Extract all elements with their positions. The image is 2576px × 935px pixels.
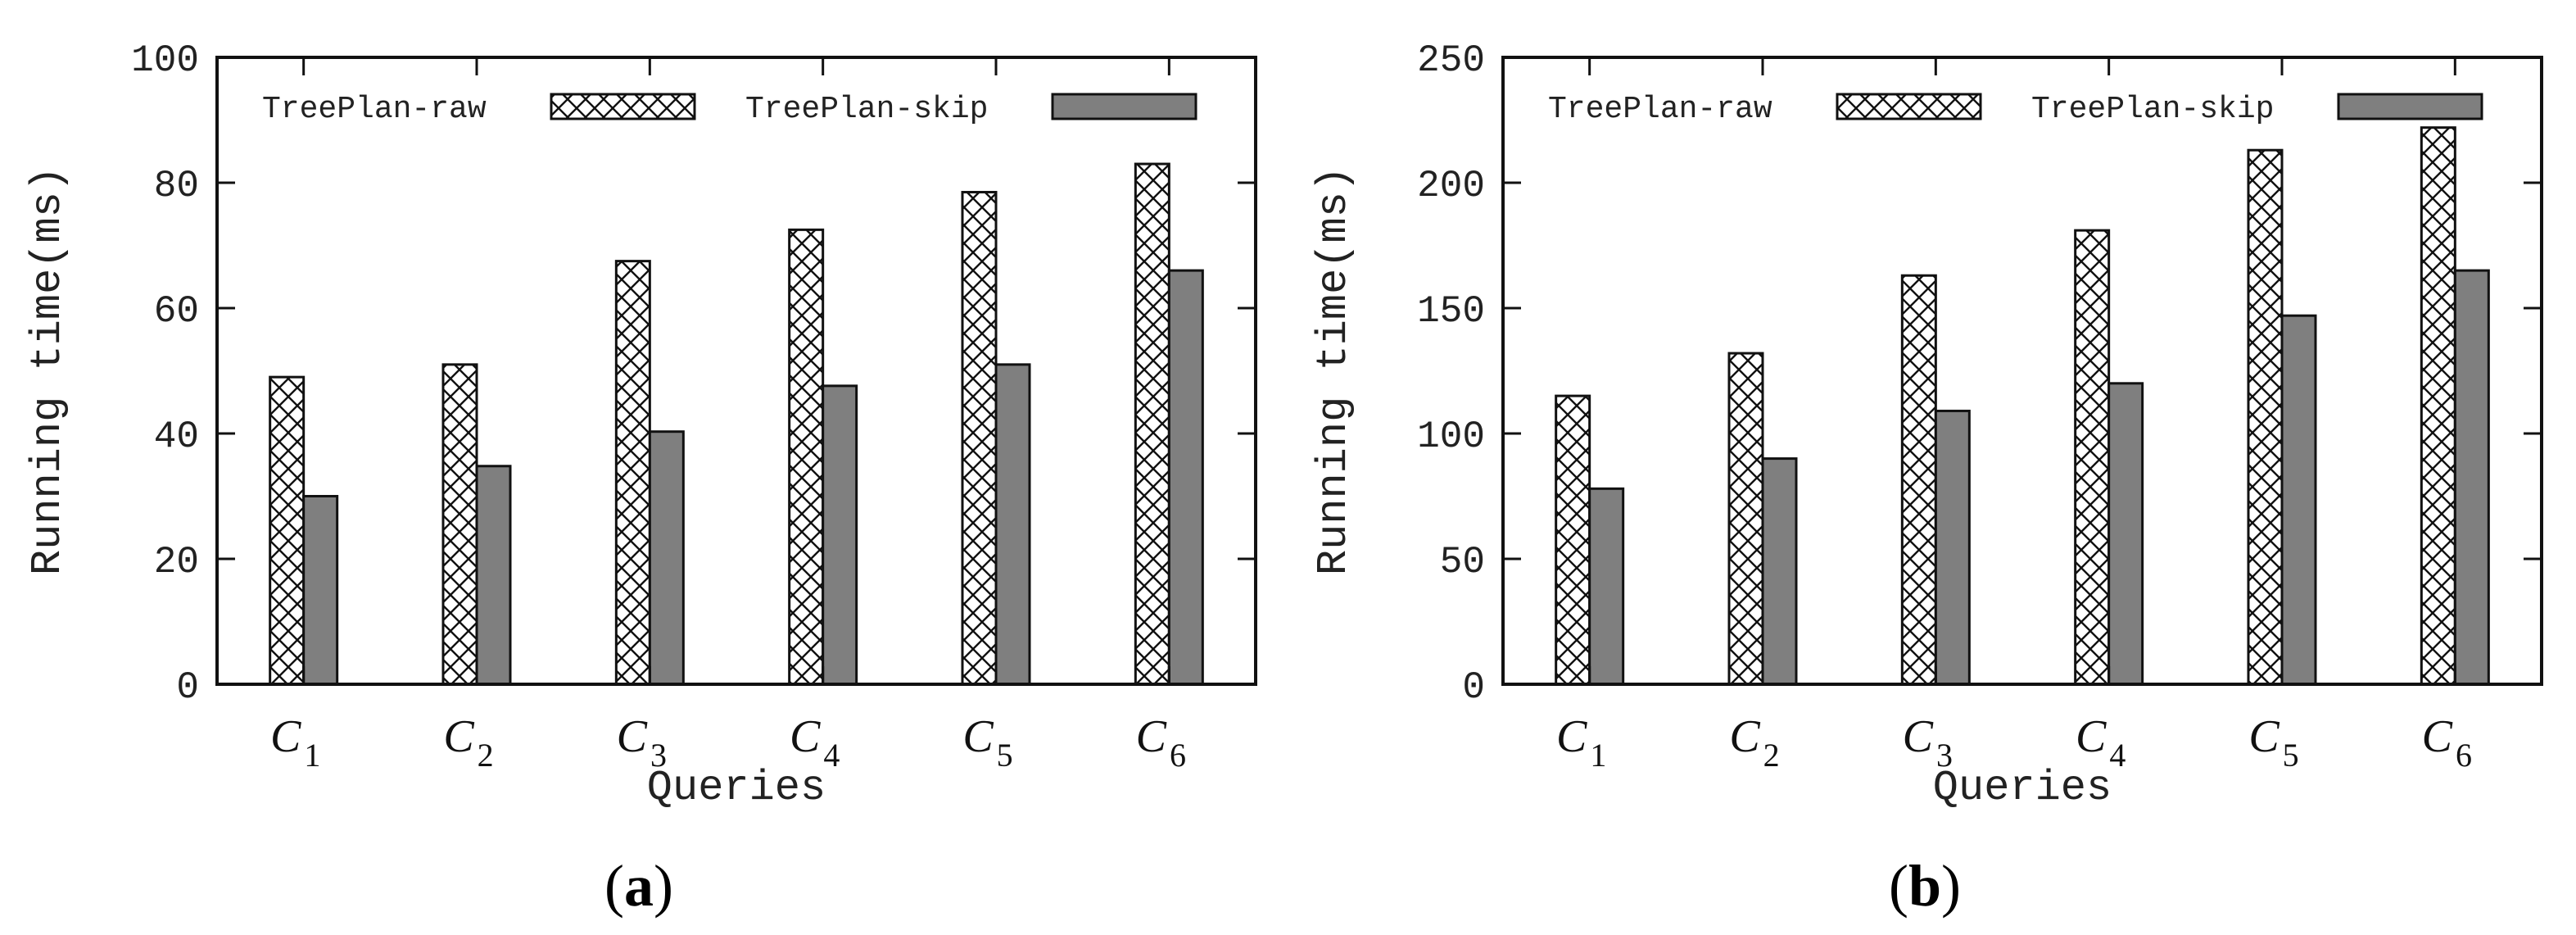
bar-skip-b-2: [1761, 457, 1798, 686]
bar-raw-b-6: [2420, 126, 2456, 686]
legend-swatch-raw-b: [1836, 93, 1982, 120]
bar-skip-a-5: [994, 363, 1031, 686]
plot-frame-a: [215, 56, 1257, 686]
y-tick-label-a-80: 80: [154, 165, 199, 207]
bar-raw-b-1: [1555, 394, 1591, 686]
chart-panel-a: 0 20 40 60 80 100 C 1 C 2 C 3 C 4 C 5 C 6 Queries Running t…: [24, 39, 1257, 919]
y-axis-title-b: Running time(ms): [1310, 166, 1358, 575]
bar-skip-a-4: [822, 384, 858, 686]
bar-skip-a-2: [475, 465, 512, 686]
panel-label-a: (a): [604, 853, 673, 919]
bar-skip-b-3: [1934, 409, 1971, 686]
y-tick-label-b-250: 250: [1417, 39, 1485, 82]
bar-raw-a-1: [269, 375, 306, 686]
y-tick-label-b-200: 200: [1417, 165, 1485, 207]
bar-raw-b-5: [2247, 148, 2284, 686]
x-axis-title-a: Queries: [647, 764, 826, 812]
bar-skip-a-1: [302, 495, 339, 686]
bar-skip-b-1: [1588, 487, 1625, 686]
legend-swatch-raw-a: [550, 93, 696, 120]
bar-raw-a-6: [1134, 162, 1170, 686]
bar-raw-b-4: [2074, 229, 2111, 686]
legend-label-raw-b: TreePlan-raw: [1548, 92, 1772, 127]
bar-raw-b-3: [1900, 274, 1937, 686]
chart-panel-b: 0 50 100 150 200 250 C 1 C 2 C 3 C 4 C 5 C 6 Queries Runnin…: [1310, 39, 2543, 919]
y-axis-title-a: Running time(ms): [24, 166, 72, 575]
bar-skip-b-4: [2107, 382, 2144, 686]
y-tick-label-b-150: 150: [1417, 290, 1485, 333]
legend-swatch-skip-b: [2337, 93, 2483, 120]
bar-raw-a-4: [788, 228, 825, 686]
bar-raw-b-2: [1727, 352, 1764, 686]
legend-label-raw-a: TreePlan-raw: [262, 92, 487, 127]
bar-skip-a-6: [1167, 269, 1204, 686]
y-tick-label-a-100: 100: [131, 39, 199, 82]
plot-frame-b: [1501, 56, 2543, 686]
y-tick-label-a-0: 0: [176, 666, 199, 709]
bar-skip-a-3: [648, 430, 685, 686]
panel-label-b: (b): [1889, 853, 1961, 919]
bar-raw-a-2: [441, 363, 478, 686]
legend-label-skip-b: TreePlan-skip: [2031, 92, 2274, 127]
y-tick-label-a-40: 40: [154, 415, 199, 458]
bar-skip-b-6: [2453, 269, 2490, 686]
panels-root: 0 20 40 60 80 100 C 1 C 2 C 3 C 4 C 5 C 6 Queries Running t…: [24, 39, 2543, 919]
bar-skip-b-5: [2280, 314, 2317, 686]
bar-raw-a-5: [961, 190, 998, 686]
y-tick-label-b-100: 100: [1417, 415, 1485, 458]
bar-raw-a-3: [614, 260, 651, 686]
y-tick-label-b-0: 0: [1462, 666, 1485, 709]
y-tick-label-a-20: 20: [154, 541, 199, 583]
y-tick-label-a-60: 60: [154, 290, 199, 333]
x-axis-title-b: Queries: [1933, 764, 2112, 812]
legend-label-skip-a: TreePlan-skip: [745, 92, 988, 127]
legend-swatch-skip-a: [1051, 93, 1197, 120]
y-tick-label-b-50: 50: [1440, 541, 1485, 583]
